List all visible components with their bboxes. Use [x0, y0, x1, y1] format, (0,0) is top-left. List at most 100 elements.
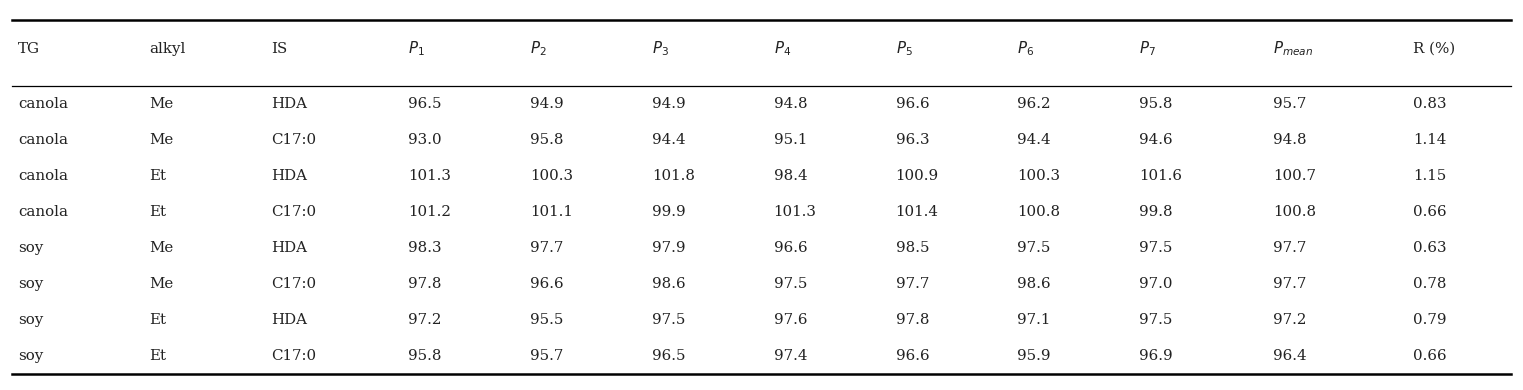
Text: 97.5: 97.5: [1017, 241, 1051, 255]
Text: 94.8: 94.8: [1273, 133, 1307, 147]
Text: 94.6: 94.6: [1139, 133, 1173, 147]
Text: 95.7: 95.7: [1273, 97, 1307, 111]
Text: canola: canola: [18, 133, 69, 147]
Text: 94.8: 94.8: [774, 97, 807, 111]
Text: 98.5: 98.5: [896, 241, 929, 255]
Text: 100.3: 100.3: [530, 169, 573, 183]
Text: 97.6: 97.6: [774, 313, 807, 327]
Text: 0.79: 0.79: [1413, 313, 1447, 327]
Text: $P_5$: $P_5$: [896, 39, 912, 58]
Text: R (%): R (%): [1413, 42, 1456, 56]
Text: 96.6: 96.6: [774, 241, 807, 255]
Text: soy: soy: [18, 313, 44, 327]
Text: 96.6: 96.6: [896, 349, 929, 363]
Text: canola: canola: [18, 97, 69, 111]
Text: $P_1$: $P_1$: [408, 39, 425, 58]
Text: 101.4: 101.4: [896, 205, 938, 219]
Text: 100.7: 100.7: [1273, 169, 1316, 183]
Text: 94.4: 94.4: [1017, 133, 1051, 147]
Text: 97.7: 97.7: [1273, 277, 1307, 291]
Text: 97.1: 97.1: [1017, 313, 1051, 327]
Text: 0.66: 0.66: [1413, 349, 1447, 363]
Text: 101.6: 101.6: [1139, 169, 1182, 183]
Text: 101.3: 101.3: [408, 169, 451, 183]
Text: 101.2: 101.2: [408, 205, 451, 219]
Text: C17:0: C17:0: [271, 277, 317, 291]
Text: $P_{mean}$: $P_{mean}$: [1273, 39, 1313, 58]
Text: 99.8: 99.8: [1139, 205, 1173, 219]
Text: 98.6: 98.6: [1017, 277, 1051, 291]
Text: 97.7: 97.7: [1273, 241, 1307, 255]
Text: 98.4: 98.4: [774, 169, 807, 183]
Text: 100.3: 100.3: [1017, 169, 1060, 183]
Text: 95.5: 95.5: [530, 313, 564, 327]
Text: 101.3: 101.3: [774, 205, 816, 219]
Text: 97.9: 97.9: [652, 241, 685, 255]
Text: 97.8: 97.8: [408, 277, 442, 291]
Text: 1.14: 1.14: [1413, 133, 1447, 147]
Text: 94.9: 94.9: [530, 97, 564, 111]
Text: 0.78: 0.78: [1413, 277, 1447, 291]
Text: canola: canola: [18, 169, 69, 183]
Text: IS: IS: [271, 42, 288, 56]
Text: 95.7: 95.7: [530, 349, 564, 363]
Text: 94.4: 94.4: [652, 133, 685, 147]
Text: 96.6: 96.6: [896, 97, 929, 111]
Text: 101.8: 101.8: [652, 169, 694, 183]
Text: 96.9: 96.9: [1139, 349, 1173, 363]
Text: Et: Et: [149, 313, 166, 327]
Text: HDA: HDA: [271, 313, 308, 327]
Text: HDA: HDA: [271, 97, 308, 111]
Text: 96.5: 96.5: [652, 349, 685, 363]
Text: 95.8: 95.8: [1139, 97, 1173, 111]
Text: 100.9: 100.9: [896, 169, 938, 183]
Text: C17:0: C17:0: [271, 133, 317, 147]
Text: 97.5: 97.5: [652, 313, 685, 327]
Text: 97.5: 97.5: [1139, 313, 1173, 327]
Text: 99.9: 99.9: [652, 205, 685, 219]
Text: 101.1: 101.1: [530, 205, 573, 219]
Text: soy: soy: [18, 241, 44, 255]
Text: 97.2: 97.2: [1273, 313, 1307, 327]
Text: 97.5: 97.5: [774, 277, 807, 291]
Text: $P_3$: $P_3$: [652, 39, 669, 58]
Text: 98.6: 98.6: [652, 277, 685, 291]
Text: 96.4: 96.4: [1273, 349, 1307, 363]
Text: Me: Me: [149, 277, 174, 291]
Text: 100.8: 100.8: [1273, 205, 1316, 219]
Text: 96.3: 96.3: [896, 133, 929, 147]
Text: 97.8: 97.8: [896, 313, 929, 327]
Text: HDA: HDA: [271, 169, 308, 183]
Text: soy: soy: [18, 277, 44, 291]
Text: 98.3: 98.3: [408, 241, 442, 255]
Text: C17:0: C17:0: [271, 205, 317, 219]
Text: Me: Me: [149, 133, 174, 147]
Text: alkyl: alkyl: [149, 42, 186, 56]
Text: 95.8: 95.8: [530, 133, 564, 147]
Text: Me: Me: [149, 97, 174, 111]
Text: canola: canola: [18, 205, 69, 219]
Text: 97.4: 97.4: [774, 349, 807, 363]
Text: TG: TG: [18, 42, 40, 56]
Text: 96.6: 96.6: [530, 277, 564, 291]
Text: soy: soy: [18, 349, 44, 363]
Text: 96.5: 96.5: [408, 97, 442, 111]
Text: Me: Me: [149, 241, 174, 255]
Text: $P_6$: $P_6$: [1017, 39, 1034, 58]
Text: 93.0: 93.0: [408, 133, 442, 147]
Text: $P_7$: $P_7$: [1139, 39, 1156, 58]
Text: Et: Et: [149, 205, 166, 219]
Text: C17:0: C17:0: [271, 349, 317, 363]
Text: HDA: HDA: [271, 241, 308, 255]
Text: 0.66: 0.66: [1413, 205, 1447, 219]
Text: 100.8: 100.8: [1017, 205, 1060, 219]
Text: Et: Et: [149, 169, 166, 183]
Text: 95.8: 95.8: [408, 349, 442, 363]
Text: 0.63: 0.63: [1413, 241, 1447, 255]
Text: 95.9: 95.9: [1017, 349, 1051, 363]
Text: 1.15: 1.15: [1413, 169, 1447, 183]
Text: 0.83: 0.83: [1413, 97, 1447, 111]
Text: $P_2$: $P_2$: [530, 39, 547, 58]
Text: 97.0: 97.0: [1139, 277, 1173, 291]
Text: Et: Et: [149, 349, 166, 363]
